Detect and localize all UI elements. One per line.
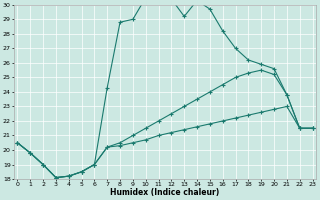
X-axis label: Humidex (Indice chaleur): Humidex (Indice chaleur) (110, 188, 220, 197)
